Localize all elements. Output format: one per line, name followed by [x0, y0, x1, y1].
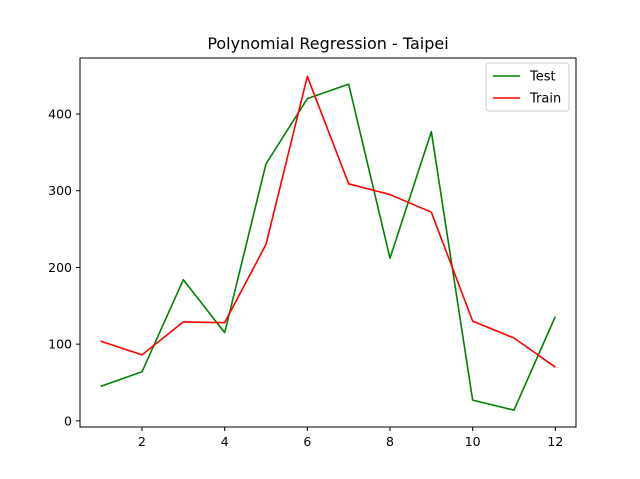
- y-tick-label: 200: [48, 260, 72, 275]
- legend-label-test: Test: [529, 70, 556, 85]
- series-lines: [100, 75, 557, 411]
- x-tick-label: 10: [465, 434, 481, 449]
- plot-area: [79, 57, 577, 428]
- legend-label-train: Train: [529, 92, 561, 107]
- y-tick-label: 0: [64, 413, 72, 428]
- y-axis: 0 100 200 300 400: [48, 107, 80, 428]
- y-tick-label: 100: [48, 337, 72, 352]
- series-line-train: [100, 75, 556, 368]
- x-tick-label: 6: [303, 434, 311, 449]
- series-line-test: [100, 83, 557, 411]
- x-tick-label: 8: [386, 434, 394, 449]
- legend: Test Train: [485, 62, 570, 112]
- x-tick-label: 12: [547, 434, 563, 449]
- legend-box: [485, 62, 570, 112]
- chart-title: Polynomial Regression - Taipei: [207, 34, 448, 53]
- x-tick-label: 4: [221, 434, 229, 449]
- x-tick-label: 2: [138, 434, 146, 449]
- y-tick-label: 400: [48, 107, 72, 122]
- x-axis: 2 4 6 8 10 12: [138, 427, 563, 449]
- y-tick-label: 300: [48, 183, 72, 198]
